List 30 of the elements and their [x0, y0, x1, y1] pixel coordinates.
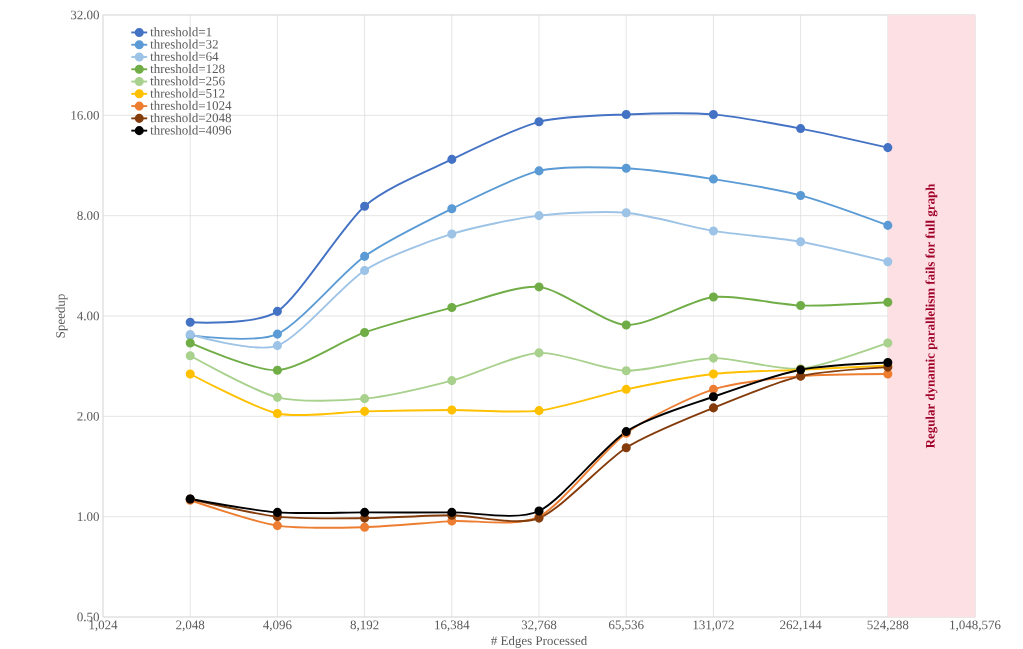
- legend-label: threshold=4096: [150, 125, 232, 135]
- y-tick-label: 4.00: [77, 311, 99, 321]
- y-tick-label: 16.00: [71, 110, 99, 120]
- legend-label: threshold=32: [150, 39, 218, 49]
- x-tick-label: 131,072: [693, 620, 734, 632]
- y-axis-title: Speedup: [55, 294, 68, 338]
- y-tick-label: 8.00: [77, 211, 99, 221]
- legend-label: threshold=64: [150, 51, 219, 61]
- legend-label: threshold=1024: [150, 100, 232, 110]
- x-tick-label: 8,192: [350, 620, 379, 632]
- x-tick-label: 524,288: [867, 620, 909, 632]
- y-tick-label: 32.00: [70, 10, 99, 20]
- legend-label: threshold=2048: [150, 113, 232, 123]
- legend-label: threshold=512: [150, 88, 225, 98]
- x-tick-label: 4,096: [263, 620, 292, 632]
- x-tick-label: 16,384: [435, 620, 470, 632]
- y-tick-label: 0.50: [77, 612, 99, 622]
- y-tick-label: 1.00: [77, 512, 99, 522]
- x-tick-label: 65,536: [608, 620, 644, 632]
- band-label: Regular dynamic parallelism fails for full graph: [925, 183, 938, 449]
- legend-label: threshold=128: [150, 64, 225, 74]
- x-tick-label: 262,144: [780, 620, 822, 632]
- y-tick-label: 2.00: [77, 411, 99, 421]
- x-tick-label: 1,024: [89, 620, 118, 632]
- x-tick-label: 1,048,576: [950, 620, 1001, 632]
- x-tick-label: 32,768: [521, 620, 557, 632]
- legend-label: threshold=256: [150, 76, 225, 86]
- x-axis-title: # Edges Processed: [491, 635, 588, 648]
- x-tick-label: 2,048: [176, 620, 205, 632]
- legend-label: threshold=1: [150, 27, 212, 37]
